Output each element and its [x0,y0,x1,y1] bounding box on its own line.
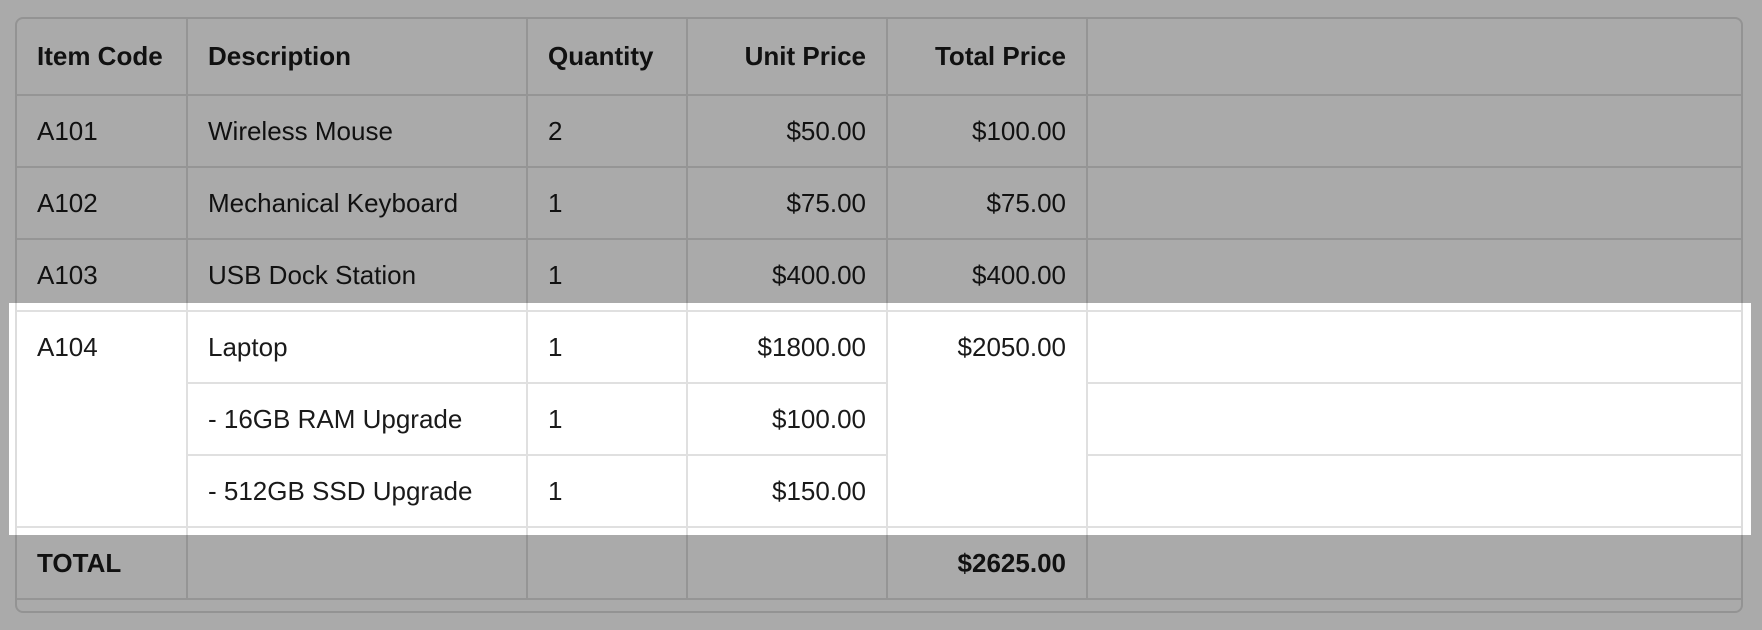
cell-total-price: $75.00 [886,166,1088,240]
cell-code: A103 [17,238,188,312]
cell-empty [1086,310,1741,384]
group-row: A104 Laptop 1 $1800.00 $2050.00 [17,310,1741,528]
cell-empty [1086,94,1741,168]
cell-unit-price: $75.00 [686,166,888,240]
cell-description: - 512GB SSD Upgrade [187,454,528,528]
cell-total-price: $400.00 [886,238,1088,312]
header-description: Description [186,19,528,96]
header-quantity: Quantity [526,19,688,96]
group-row: - 16GB RAM Upgrade 1 $100.00 [17,382,1741,456]
total-row: TOTAL $2625.00 [17,526,1741,600]
cell-empty [1086,238,1741,312]
cell-group-code: A104 [17,310,188,528]
cell-unit-price: $1800.00 [686,310,888,384]
cell-unit-price: $150.00 [686,454,888,528]
cell-unit-price: $50.00 [686,94,888,168]
cell-empty [186,526,528,600]
cell-description: Laptop [186,310,528,384]
total-label: TOTAL [17,526,188,600]
cell-code: A101 [17,94,188,168]
header-row: Item Code Description Quantity Unit Pric… [17,19,1741,96]
header-empty [1086,19,1741,96]
cell-empty [1086,382,1741,456]
cell-empty [686,526,888,600]
cell-quantity: 1 [526,166,688,240]
cell-description: Mechanical Keyboard [186,166,528,240]
cell-quantity: 1 [526,382,688,456]
cell-empty [1086,166,1741,240]
invoice-table-container: Item Code Description Quantity Unit Pric… [15,17,1743,613]
cell-code: A102 [17,166,188,240]
cell-total-price: $100.00 [886,94,1088,168]
header-unit-price: Unit Price [686,19,888,96]
cell-unit-price: $100.00 [686,382,888,456]
table-row: A101 Wireless Mouse 2 $50.00 $100.00 [17,94,1741,168]
table-row: A102 Mechanical Keyboard 1 $75.00 $75.00 [17,166,1741,240]
total-value: $2625.00 [886,526,1088,600]
cell-empty [1086,526,1741,600]
cell-description: USB Dock Station [186,238,528,312]
cell-description: Wireless Mouse [186,94,528,168]
cell-quantity: 1 [526,310,688,384]
cell-empty [526,526,688,600]
cell-unit-price: $400.00 [686,238,888,312]
header-total-price: Total Price [886,19,1088,96]
cell-group-total-price: $2050.00 [886,310,1088,528]
header-item-code: Item Code [17,19,188,96]
cell-quantity: 1 [526,238,688,312]
cell-empty [1086,454,1741,528]
table-row: A103 USB Dock Station 1 $400.00 $400.00 [17,238,1741,312]
cell-quantity: 2 [526,94,688,168]
cell-description: - 16GB RAM Upgrade [187,382,528,456]
invoice-table: Item Code Description Quantity Unit Pric… [17,19,1741,600]
cell-quantity: 1 [526,454,688,528]
group-row: - 512GB SSD Upgrade 1 $150.00 [17,454,1741,528]
